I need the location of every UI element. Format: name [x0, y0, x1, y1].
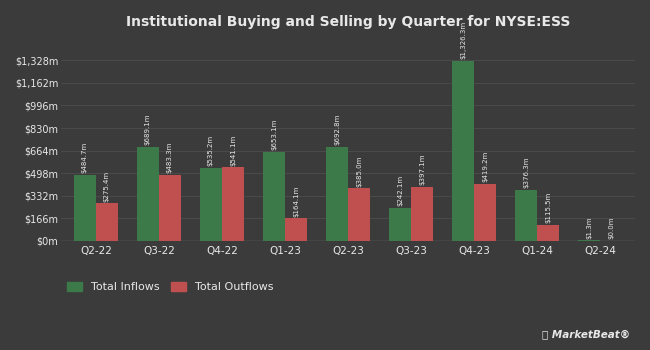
Bar: [222, 167, 244, 240]
Bar: [538, 225, 560, 240]
Text: $275.4m: $275.4m: [104, 170, 110, 202]
Bar: [73, 175, 96, 240]
Bar: [136, 147, 159, 240]
Text: $692.8m: $692.8m: [334, 114, 340, 145]
Text: $164.1m: $164.1m: [293, 186, 299, 217]
Text: $376.3m: $376.3m: [523, 156, 529, 188]
Bar: [474, 184, 496, 240]
Bar: [515, 190, 538, 240]
Title: Institutional Buying and Selling by Quarter for NYSE:ESS: Institutional Buying and Selling by Quar…: [126, 15, 570, 29]
Text: $484.7m: $484.7m: [82, 142, 88, 173]
Bar: [200, 168, 222, 240]
Text: $1.3m: $1.3m: [586, 216, 592, 239]
Bar: [263, 152, 285, 240]
Text: $397.1m: $397.1m: [419, 154, 425, 185]
Text: $419.2m: $419.2m: [482, 151, 488, 182]
Bar: [285, 218, 307, 240]
Bar: [411, 187, 433, 240]
Text: $0.0m: $0.0m: [608, 216, 614, 239]
Text: $689.1m: $689.1m: [145, 114, 151, 146]
Text: $541.1m: $541.1m: [230, 134, 236, 166]
Bar: [96, 203, 118, 240]
Text: $1,326.3m: $1,326.3m: [460, 21, 466, 59]
Text: $115.5m: $115.5m: [545, 192, 551, 223]
Text: $242.1m: $242.1m: [397, 175, 403, 206]
Text: $483.3m: $483.3m: [167, 142, 173, 173]
Text: ⫿ MarketBeat®: ⫿ MarketBeat®: [542, 329, 630, 340]
Text: $653.1m: $653.1m: [271, 119, 277, 150]
Bar: [389, 208, 411, 240]
Bar: [159, 175, 181, 240]
Bar: [452, 61, 474, 240]
Text: $535.2m: $535.2m: [208, 135, 214, 166]
Text: $385.0m: $385.0m: [356, 155, 362, 187]
Bar: [326, 147, 348, 240]
Bar: [348, 188, 370, 240]
Legend: Total Inflows, Total Outflows: Total Inflows, Total Outflows: [67, 282, 274, 292]
